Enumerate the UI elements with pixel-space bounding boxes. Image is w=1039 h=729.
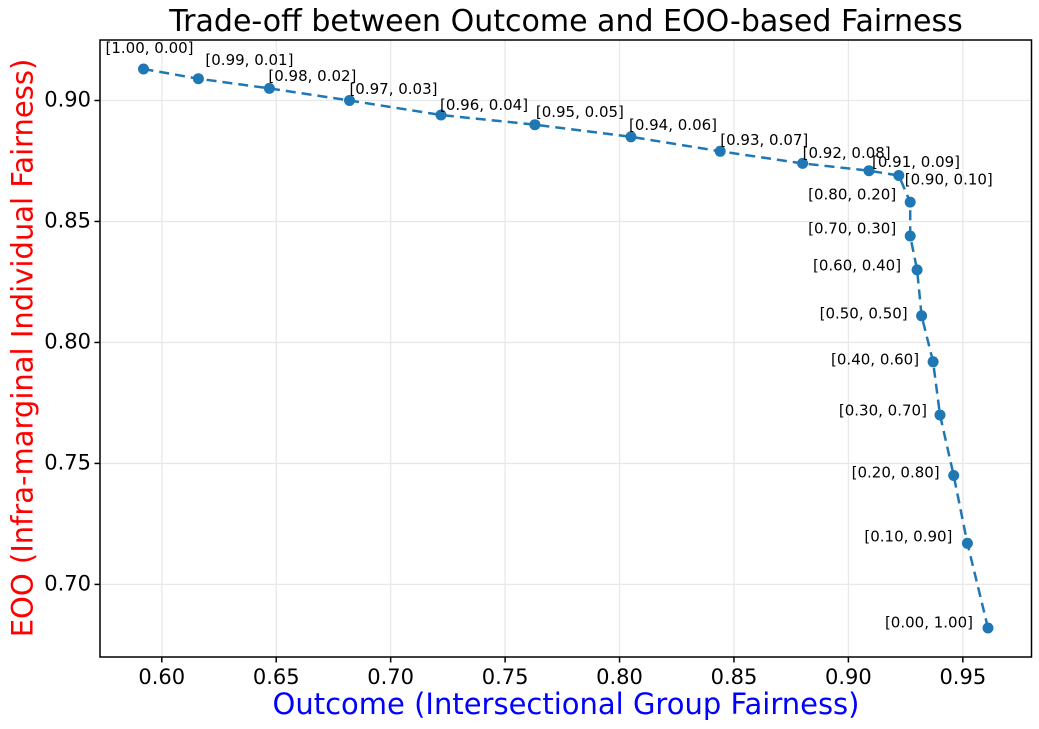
data-point-marker xyxy=(934,409,946,421)
data-point-annotation: [0.20, 0.80] xyxy=(851,463,940,482)
data-point-annotation: [0.30, 0.70] xyxy=(838,401,927,420)
data-point-annotation: [0.91, 0.09] xyxy=(872,152,961,171)
data-point-annotation: [0.90, 0.10] xyxy=(904,170,993,189)
data-point-marker xyxy=(927,356,939,368)
data-point-marker xyxy=(625,131,637,143)
x-tick-label: 0.75 xyxy=(481,665,529,689)
data-point-annotation: [0.97, 0.03] xyxy=(349,80,438,99)
x-tick-label: 0.85 xyxy=(710,665,758,689)
data-point-annotation: [0.40, 0.60] xyxy=(831,350,920,369)
data-point-annotation: [0.50, 0.50] xyxy=(819,304,908,323)
x-tick-label: 0.70 xyxy=(367,665,415,689)
y-tick-label: 0.90 xyxy=(44,87,91,112)
data-point-marker xyxy=(916,310,928,322)
x-tick-label: 0.60 xyxy=(138,665,186,689)
data-point-annotation: [0.10, 0.90] xyxy=(864,527,953,546)
data-point-marker xyxy=(893,170,905,181)
y-tick-label: 0.80 xyxy=(44,329,91,354)
data-point-marker xyxy=(797,157,809,169)
y-tick-label: 0.85 xyxy=(44,208,91,233)
data-point-annotation: [0.96, 0.04] xyxy=(440,96,529,114)
chart-title: Trade-off between Outcome and EOO-based … xyxy=(169,4,963,39)
plot-border xyxy=(99,39,1033,658)
x-axis-label: Outcome (Intersectional Group Fairness) xyxy=(272,687,860,721)
data-point-annotation: [0.94, 0.06] xyxy=(628,115,718,134)
x-tick-label: 0.90 xyxy=(825,665,872,689)
data-point-marker xyxy=(982,622,994,634)
data-point-marker xyxy=(263,82,275,94)
y-axis-label: EOO (Infra-marginal Individual Fairness) xyxy=(5,58,40,638)
data-point-annotation: [1.00, 0.00] xyxy=(105,39,194,58)
x-tick-label: 0.80 xyxy=(596,665,643,689)
data-point-marker xyxy=(529,119,541,131)
trend-line xyxy=(143,67,990,629)
data-point-annotation: [0.80, 0.20] xyxy=(808,185,897,204)
y-tick-label: 0.75 xyxy=(44,450,91,475)
data-point-marker xyxy=(904,230,916,242)
data-point-marker xyxy=(911,264,923,276)
data-point-marker xyxy=(138,63,149,75)
data-point-annotation: [0.00, 1.00] xyxy=(884,613,973,632)
data-point-marker xyxy=(863,165,875,177)
data-point-annotation: [0.98, 0.02] xyxy=(268,67,357,86)
data-point-annotation: [0.95, 0.05] xyxy=(535,102,624,121)
x-tick-label: 0.65 xyxy=(252,665,300,689)
data-point-annotation: [0.93, 0.07] xyxy=(720,131,809,150)
data-point-marker xyxy=(714,145,726,157)
data-point-annotation: [0.60, 0.40] xyxy=(813,256,902,275)
data-point-marker xyxy=(344,95,355,106)
data-point-marker xyxy=(192,73,204,85)
data-point-marker xyxy=(435,109,447,121)
data-point-annotation: [0.92, 0.08] xyxy=(802,144,891,163)
data-point-marker xyxy=(961,537,973,549)
data-point-marker xyxy=(904,196,916,208)
data-point-annotation: [0.99, 0.01] xyxy=(205,50,294,69)
data-point-marker xyxy=(948,470,960,481)
x-tick-label: 0.95 xyxy=(939,665,987,689)
y-tick-label: 0.70 xyxy=(44,571,91,596)
data-point-annotation: [0.70, 0.30] xyxy=(808,219,897,238)
